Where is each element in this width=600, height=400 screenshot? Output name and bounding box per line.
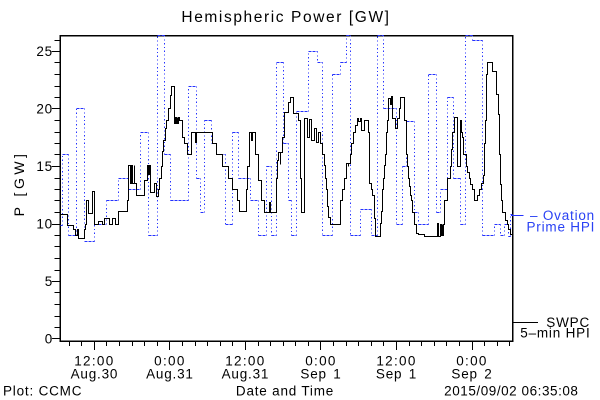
svg-text:Hemispheric Power [GW]: Hemispheric Power [GW] [181, 9, 390, 26]
svg-text:20: 20 [36, 102, 53, 117]
svg-text:Aug.30: Aug.30 [71, 367, 119, 382]
svg-text:25: 25 [36, 44, 53, 59]
svg-text:0: 0 [45, 332, 53, 347]
svg-text:– Ovation: – Ovation [530, 208, 595, 223]
svg-text:0:00: 0:00 [305, 354, 336, 369]
svg-text:Date and Time: Date and Time [236, 384, 334, 399]
svg-text:Prime HPI: Prime HPI [527, 220, 596, 235]
svg-text:P [GW]: P [GW] [11, 151, 27, 217]
svg-text:0:00: 0:00 [456, 354, 487, 369]
svg-text:12:00: 12:00 [376, 354, 416, 369]
svg-text:Sep 2: Sep 2 [451, 367, 492, 382]
svg-text:12:00: 12:00 [225, 354, 265, 369]
svg-text:2015/09/02 06:35:08: 2015/09/02 06:35:08 [444, 384, 578, 399]
svg-text:0:00: 0:00 [154, 354, 185, 369]
svg-text:Aug.31: Aug.31 [222, 367, 270, 382]
svg-text:12:00: 12:00 [74, 354, 114, 369]
svg-text:5: 5 [45, 274, 53, 289]
svg-text:Sep 1: Sep 1 [376, 367, 417, 382]
svg-text:Sep 1: Sep 1 [300, 367, 341, 382]
svg-text:15: 15 [36, 159, 53, 174]
svg-text:Plot: CCMC: Plot: CCMC [3, 384, 82, 399]
svg-text:Aug.31: Aug.31 [146, 367, 194, 382]
svg-text:SWPC: SWPC [546, 315, 590, 330]
svg-text:5–min HPI: 5–min HPI [520, 326, 590, 341]
svg-text:10: 10 [36, 217, 53, 232]
